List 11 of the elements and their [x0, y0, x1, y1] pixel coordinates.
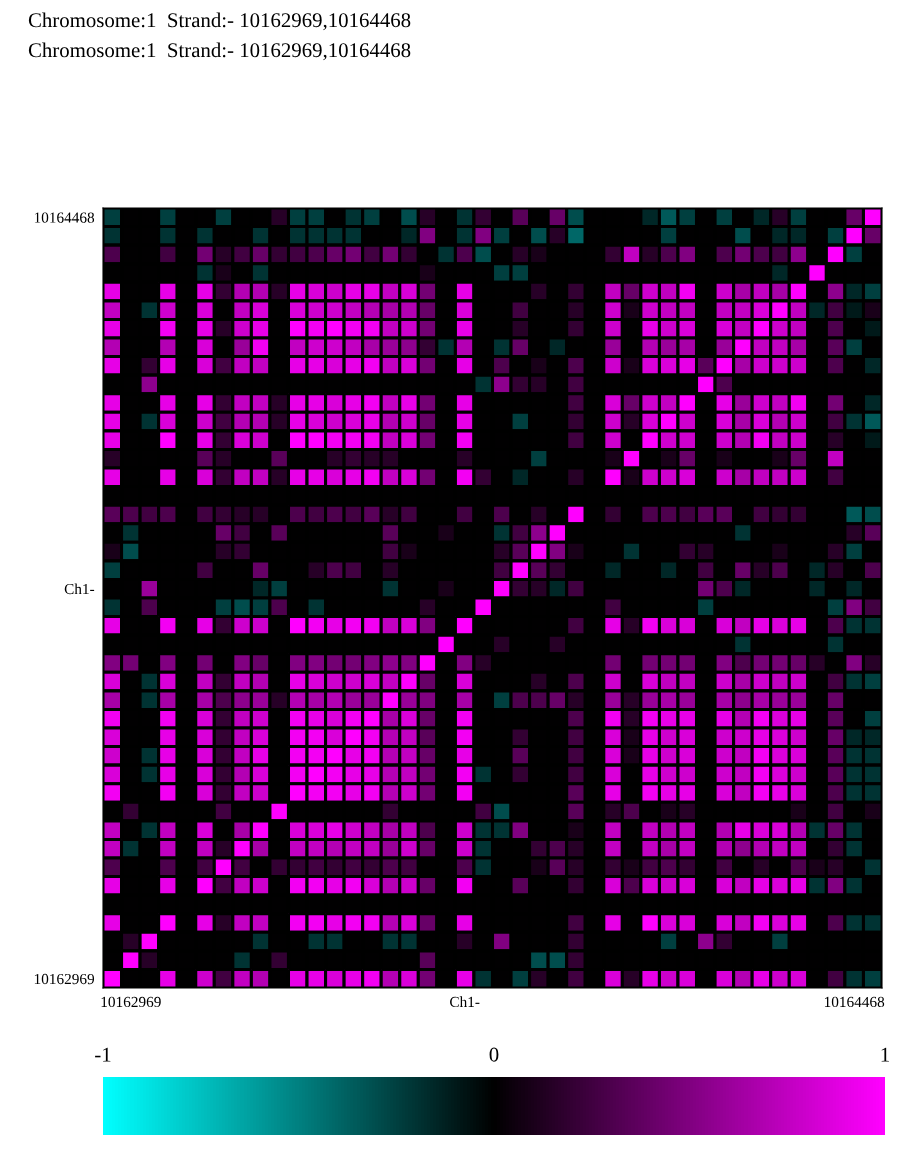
chart-title: Chromosome:1 Strand:- 10162969,10164468: [28, 12, 411, 31]
chart-subtitle: Chromosome:1 Strand:- 10162969,10164468: [28, 42, 411, 61]
y-tick-label: 10162969: [34, 973, 95, 985]
y-tick-label: 10164468: [34, 212, 95, 223]
color-bar-label: 0: [489, 1047, 499, 1062]
x-tick-label: Ch1-: [450, 996, 480, 1008]
color-bar-label: 1: [881, 1047, 889, 1062]
y-tick-label: Ch1-: [64, 583, 95, 595]
x-tick-label: 10164468: [824, 996, 885, 1008]
x-tick-label: 10162969: [101, 996, 161, 1008]
color-bar-label: -1: [95, 1047, 111, 1062]
